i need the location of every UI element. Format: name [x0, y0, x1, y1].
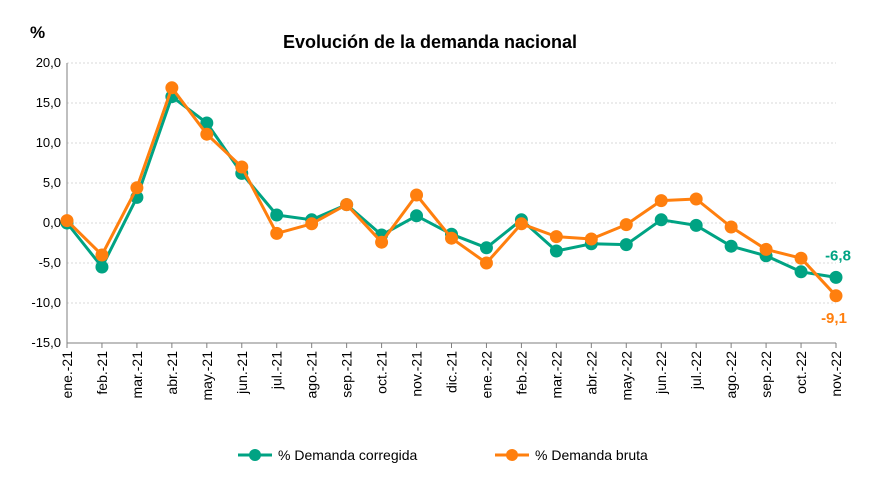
x-tick-label: abr.-22	[583, 351, 599, 395]
data-point	[654, 213, 668, 227]
y-tick-label: 15,0	[36, 95, 61, 110]
data-point	[689, 192, 703, 206]
x-tick-label: may.-22	[618, 351, 634, 401]
x-tick-label: sep.-21	[339, 351, 355, 398]
y-tick-label: 10,0	[36, 135, 61, 150]
end-labels: -6,8 -9,1	[821, 247, 851, 326]
data-point	[794, 265, 808, 279]
x-tick-label: ago.-22	[723, 351, 739, 399]
chart-title: Evolución de la demanda nacional	[283, 32, 577, 52]
x-tick-label: nov.-22	[828, 351, 844, 397]
y-axis-ticks: 20,0 15,0 10,0 5,0 0,0 -5,0 -10,0 -15,0	[31, 55, 61, 350]
y-tick-label: 0,0	[43, 215, 61, 230]
x-tick-label: abr.-21	[164, 351, 180, 395]
data-point	[619, 238, 633, 252]
data-point	[410, 209, 424, 223]
data-point	[724, 220, 738, 234]
x-tick-label: sep.-22	[758, 351, 774, 398]
data-point	[270, 226, 284, 240]
x-tick-label: may.-21	[199, 351, 215, 401]
series-line	[65, 86, 838, 297]
x-tick-label: jul.-21	[269, 351, 285, 390]
data-point	[514, 217, 528, 231]
data-point	[60, 214, 74, 228]
series-demanda-bruta	[60, 81, 843, 303]
y-tick-label: 20,0	[36, 55, 61, 70]
x-tick-label: ago.-21	[304, 351, 320, 399]
x-tick-label: jun.-21	[234, 351, 250, 395]
data-point	[375, 235, 389, 249]
x-tick-label: jul.-22	[688, 351, 704, 390]
data-point	[410, 188, 424, 202]
series-layer	[60, 81, 843, 303]
legend: % Demanda corregida % Demanda bruta	[238, 447, 648, 463]
legend-item-demanda-bruta: % Demanda bruta	[495, 447, 648, 463]
data-point	[340, 198, 354, 212]
data-point	[270, 208, 284, 222]
data-point	[445, 231, 458, 245]
legend-marker	[249, 449, 261, 461]
data-point	[829, 289, 843, 303]
gridlines	[67, 62, 836, 344]
legend-item-demanda-corregida: % Demanda corregida	[238, 447, 418, 463]
data-point	[130, 181, 144, 195]
y-tick-label: -15,0	[31, 335, 61, 350]
data-point	[689, 218, 703, 232]
x-tick-label: ene.-21	[59, 351, 75, 399]
x-tick-label: jun.-22	[653, 351, 669, 395]
x-tick-label: feb.-22	[513, 351, 529, 395]
data-point	[95, 260, 109, 274]
data-point	[479, 256, 493, 270]
legend-label: % Demanda bruta	[535, 447, 648, 463]
x-tick-label: oct.-21	[374, 351, 390, 394]
data-point	[584, 232, 598, 246]
y-tick-label: -10,0	[31, 295, 61, 310]
x-tick-label: feb.-21	[94, 351, 110, 395]
x-tick-label: ene.-22	[478, 351, 494, 399]
x-tick-label: oct.-22	[793, 351, 809, 394]
data-point	[549, 230, 563, 244]
y-unit-label: %	[30, 23, 45, 42]
x-tick-label: mar.-21	[129, 351, 145, 399]
data-point	[724, 239, 738, 253]
data-point	[619, 218, 633, 232]
data-point	[829, 270, 843, 284]
x-tick-label: mar.-22	[548, 351, 564, 399]
data-point	[200, 127, 214, 141]
data-point	[759, 242, 773, 256]
data-point	[165, 81, 179, 95]
data-point	[95, 248, 109, 262]
end-label-bruta: -9,1	[821, 310, 847, 327]
x-tick-label: dic.-21	[444, 351, 460, 393]
data-point	[479, 241, 493, 255]
data-point	[305, 217, 319, 231]
legend-marker	[506, 449, 518, 461]
x-tick-label: nov.-21	[409, 351, 425, 397]
x-axis-ticks: ene.-21 feb.-21 mar.-21 abr.-21 may.-21 jun.-…	[59, 343, 844, 401]
y-tick-label: 5,0	[43, 175, 61, 190]
data-point	[549, 244, 563, 258]
end-label-corregida: -6,8	[825, 247, 851, 264]
data-point	[654, 194, 668, 208]
series-demanda-corregida	[60, 90, 843, 284]
series-line	[65, 95, 837, 279]
y-tick-label: -5,0	[39, 255, 61, 270]
data-point	[794, 251, 808, 265]
legend-label: % Demanda corregida	[278, 447, 418, 463]
data-point	[235, 160, 249, 174]
